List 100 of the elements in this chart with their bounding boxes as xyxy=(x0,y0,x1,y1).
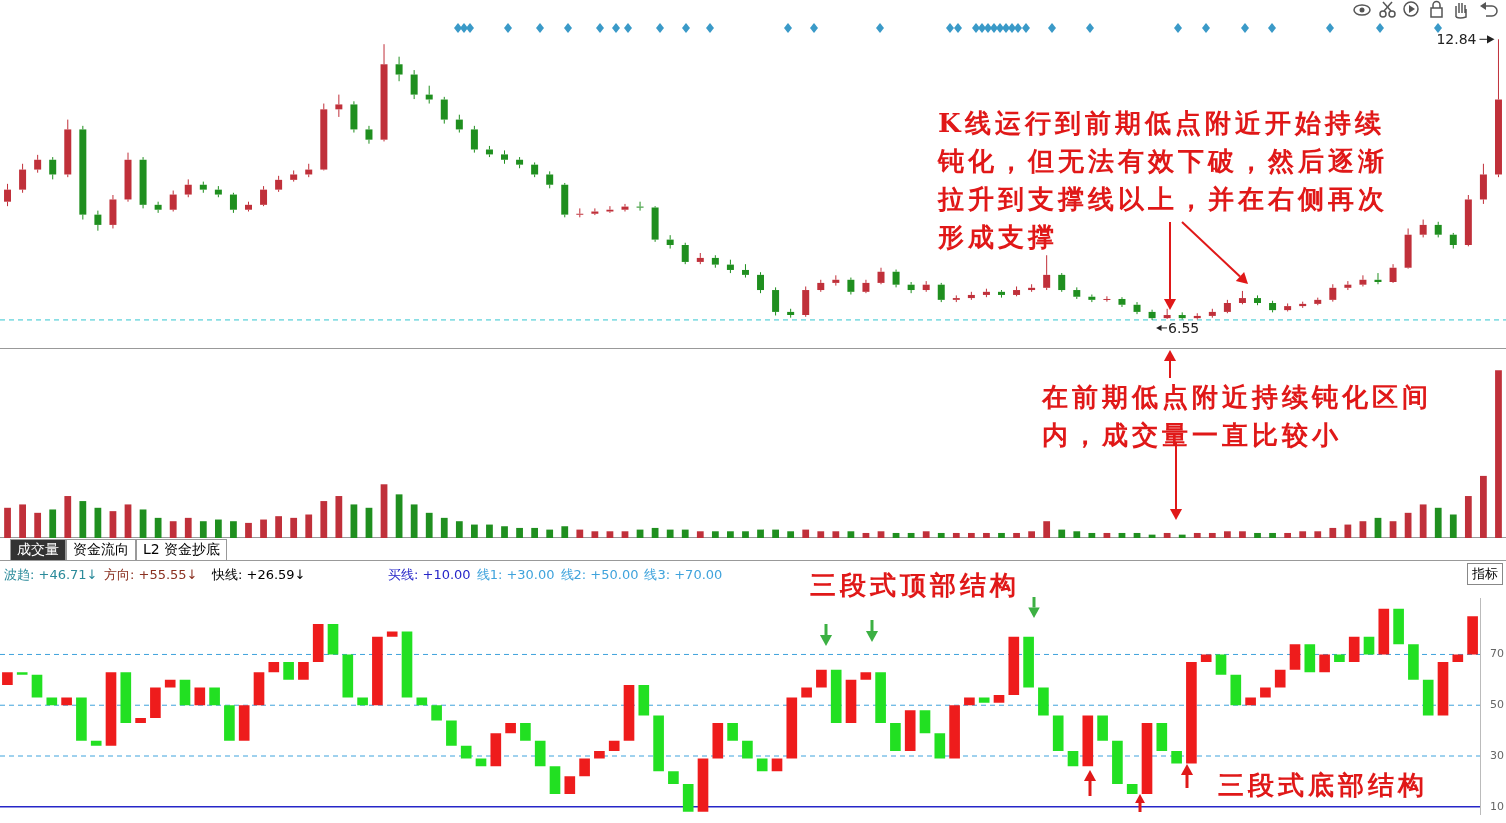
bar xyxy=(1239,531,1246,538)
bar xyxy=(772,529,779,538)
ref-line-label: 线2: +50.00 xyxy=(560,566,639,584)
bar xyxy=(1284,532,1292,538)
bar xyxy=(742,531,749,538)
bar xyxy=(1449,514,1457,538)
bar xyxy=(830,669,842,723)
bar xyxy=(1013,532,1020,538)
bar xyxy=(19,504,26,538)
bar xyxy=(1230,674,1242,706)
bar xyxy=(1314,531,1322,538)
text: 成交量 xyxy=(10,539,66,561)
candlestick xyxy=(576,207,584,218)
bar xyxy=(169,521,177,538)
candlestick xyxy=(49,156,57,180)
candlestick xyxy=(275,175,283,193)
candlestick xyxy=(997,289,1005,299)
bar xyxy=(531,527,539,538)
candlestick xyxy=(154,201,162,214)
candlestick xyxy=(440,96,448,125)
bar xyxy=(64,496,72,538)
bar xyxy=(964,697,975,706)
ref-line-label: 买线: +10.00 xyxy=(388,566,471,584)
bar xyxy=(1058,529,1066,538)
bar xyxy=(712,723,724,759)
bar xyxy=(1163,532,1171,538)
bar xyxy=(727,531,734,538)
bar xyxy=(1344,524,1352,538)
candlestick xyxy=(606,205,614,212)
bar xyxy=(1156,723,1168,751)
candlestick xyxy=(636,201,644,212)
candlestick xyxy=(1058,272,1066,293)
bar xyxy=(1141,723,1153,795)
text: L2 资金抄底 xyxy=(136,539,228,561)
bar xyxy=(1289,644,1301,670)
bar xyxy=(1304,644,1316,673)
bar xyxy=(1245,697,1256,706)
bar xyxy=(1126,783,1138,795)
bar xyxy=(76,697,87,741)
bar xyxy=(61,697,72,706)
bar xyxy=(79,501,87,538)
bar xyxy=(4,507,11,538)
bar xyxy=(1434,507,1442,538)
bar xyxy=(1348,636,1360,663)
candlestick xyxy=(380,43,388,142)
annotation: K线运行到前期低点附近开始持续钝化，但无法有效下破，然后逐渐拉升到支撑线以上，并在右侧再次形成支撑 xyxy=(938,107,1389,254)
bar xyxy=(697,758,709,812)
bar xyxy=(993,695,1005,703)
candlestick xyxy=(1088,294,1096,303)
bar xyxy=(184,517,192,538)
bar xyxy=(875,672,886,723)
bar xyxy=(501,526,508,538)
bar xyxy=(549,766,561,795)
bar xyxy=(275,516,282,538)
candlestick xyxy=(79,125,87,221)
candlestick xyxy=(802,285,810,318)
candlestick xyxy=(1103,295,1111,303)
bar xyxy=(1224,531,1231,538)
text: 资金流向 xyxy=(66,539,136,561)
bar xyxy=(653,715,664,772)
y-tick-label: 10 xyxy=(1490,799,1504,813)
bar xyxy=(786,697,798,759)
bar xyxy=(1495,370,1502,538)
annotation: 三段式顶部结构 xyxy=(810,569,1020,602)
candlestick xyxy=(1269,300,1277,313)
bar xyxy=(1299,531,1307,538)
candlestick xyxy=(485,145,493,158)
bar xyxy=(623,684,635,741)
bar xyxy=(534,740,546,767)
candlestick xyxy=(1449,232,1457,250)
bar xyxy=(49,509,57,538)
bar xyxy=(638,684,650,716)
bar xyxy=(564,776,576,795)
bar xyxy=(1097,715,1108,741)
candlestick xyxy=(922,280,930,293)
bar xyxy=(787,531,795,538)
bar xyxy=(31,674,43,698)
candlestick xyxy=(847,277,855,295)
candlestick xyxy=(184,178,192,198)
annotation: 6.55 xyxy=(1168,319,1200,336)
bar xyxy=(446,720,457,746)
bar xyxy=(253,672,265,706)
candlestick xyxy=(244,201,252,213)
bar xyxy=(139,509,147,538)
bar xyxy=(983,532,990,538)
bar xyxy=(342,654,354,698)
bar xyxy=(949,705,960,759)
candlestick xyxy=(214,185,222,198)
bar xyxy=(682,783,694,812)
bar xyxy=(1319,654,1330,673)
candlestick xyxy=(94,210,102,232)
candlestick xyxy=(741,263,749,279)
bar xyxy=(150,687,161,718)
candlestick xyxy=(1254,294,1262,306)
candlestick xyxy=(470,125,478,154)
bar xyxy=(1419,504,1427,538)
candlestick xyxy=(561,182,569,218)
bar xyxy=(154,517,162,538)
bar xyxy=(579,758,590,777)
candlestick xyxy=(726,259,734,274)
